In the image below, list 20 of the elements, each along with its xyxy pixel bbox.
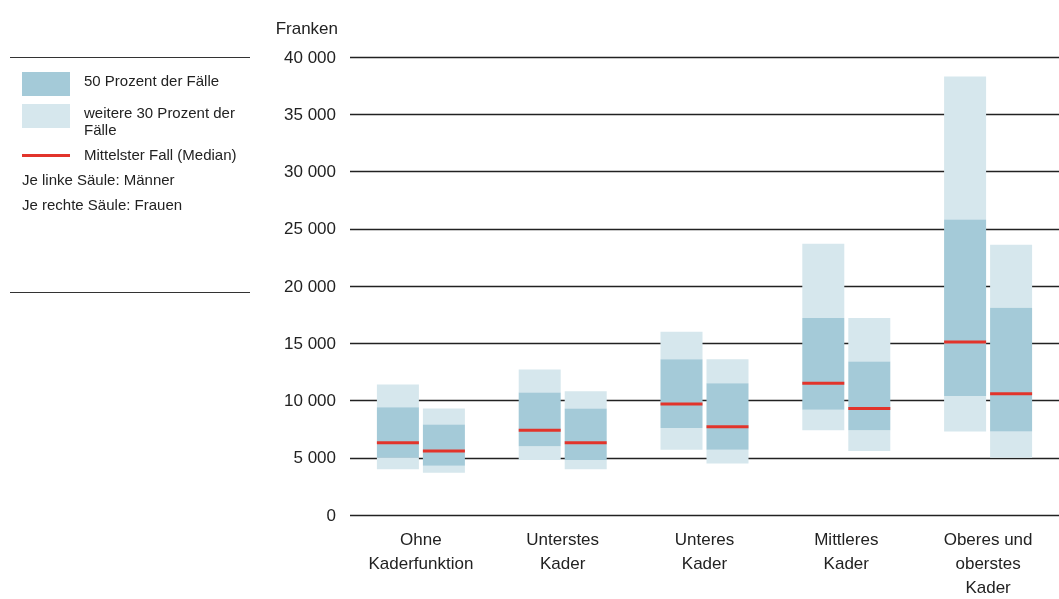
text: Je rechte Säule: Frauen: [22, 196, 184, 213]
y-tick-label: 15 000: [284, 333, 336, 353]
text: 50 Prozent der Fälle: [84, 72, 221, 89]
x-tick-label: Ohne Kaderfunktion: [368, 529, 474, 573]
y-tick-label: 25 000: [284, 219, 336, 239]
y-axis-title: Franken: [275, 19, 338, 38]
x-tick-label: Mittleres Kader: [814, 529, 879, 573]
x-tick-label: Unteres Kader: [674, 529, 735, 573]
y-tick-label: 20 000: [284, 276, 336, 296]
y-tick-label: 40 000: [284, 47, 336, 67]
y-tick-label: 35 000: [284, 104, 336, 124]
text: Mittelster Fall (Median): [84, 146, 238, 163]
y-tick-label: 5 000: [293, 448, 336, 468]
text: Je linke Säule: Männer: [22, 171, 176, 188]
text: weitere 30 Prozent der Fälle: [84, 104, 236, 138]
y-tick-label: 30 000: [284, 162, 336, 181]
y-tick-label: 10 000: [284, 391, 336, 410]
y-tick-label: 0: [326, 505, 336, 525]
x-tick-label: Unterstes Kader: [526, 529, 600, 573]
x-tick-label: Oberes und oberstes Kader: [943, 529, 1033, 597]
